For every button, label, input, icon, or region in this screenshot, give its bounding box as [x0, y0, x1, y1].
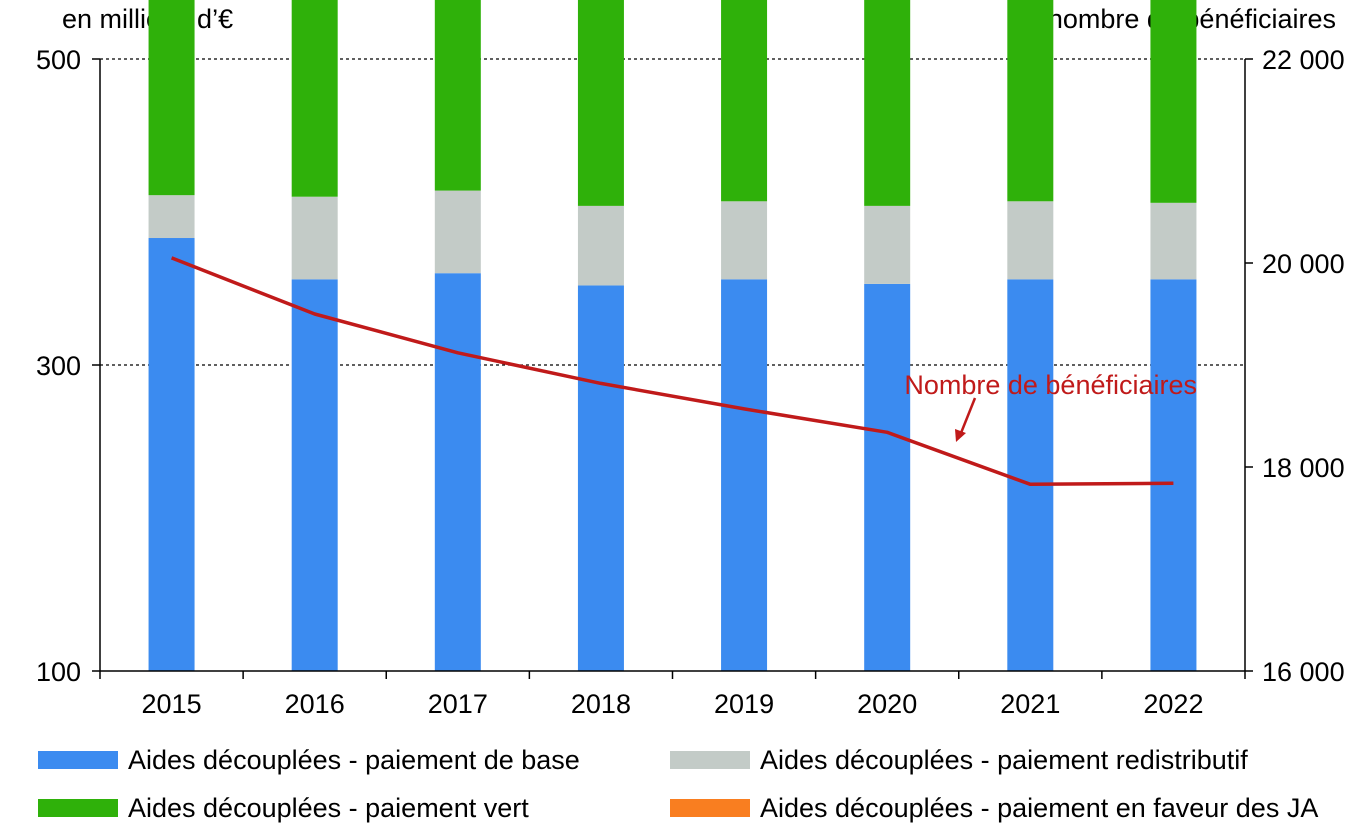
right-tick-label: 20 000 [1262, 249, 1345, 279]
legend-label-vert: Aides découplées - paiement vert [128, 792, 529, 823]
x-tick-label: 2017 [428, 689, 488, 719]
left-tick-label: 300 [36, 351, 81, 381]
bar-segment-2020-0 [864, 283, 911, 671]
legend-label-ja: Aides découplées - paiement en faveur de… [760, 792, 1319, 823]
bar-segment-2019-1 [721, 201, 768, 280]
bar-segment-2020-1 [864, 205, 911, 284]
legend-label-base: Aides découplées - paiement de base [128, 744, 580, 775]
bar-segment-2021-0 [1007, 279, 1054, 671]
right-tick-label: 18 000 [1262, 453, 1345, 483]
bar-segment-2021-1 [1007, 201, 1054, 280]
right-tick-label: 22 000 [1262, 45, 1345, 75]
x-tick-label: 2015 [142, 689, 202, 719]
legend-item-ja: Aides découplées - paiement en faveur de… [670, 788, 1318, 828]
left-axis-label: en millions d’€ [62, 4, 233, 34]
beneficiaries-line-path [170, 256, 1174, 487]
bar-segment-2019-0 [721, 279, 768, 671]
gridlines [100, 58, 1245, 366]
left-tick-label: 500 [36, 45, 81, 75]
x-tick-label: 2022 [1143, 689, 1203, 719]
bar-segment-2018-1 [577, 205, 624, 286]
bar-segment-2016-0 [291, 279, 338, 671]
x-tick-label: 2019 [714, 689, 774, 719]
x-tick-label: 2021 [1000, 689, 1060, 719]
legend-swatch-ja [670, 799, 750, 817]
bar-segment-2015-0 [148, 238, 195, 671]
legend-item-redistributif: Aides découplées - paiement redistributi… [670, 740, 1248, 780]
bars [148, 0, 1197, 671]
bar-segment-2018-2 [577, 0, 624, 206]
legend-item-base: Aides découplées - paiement de base [38, 740, 580, 780]
axes: 100 300 500 16 000 18 000 20 000 22 000 2015 201… [36, 45, 1345, 719]
bar-segment-2017-0 [434, 273, 481, 671]
bar-segment-2022-2 [1150, 0, 1197, 203]
right-tick-label: 16 000 [1262, 657, 1345, 687]
legend-swatch-redistributif [670, 751, 750, 769]
annotation-arrow [955, 397, 977, 442]
bar-segment-2020-2 [864, 0, 911, 206]
bar-segment-2019-2 [721, 0, 768, 202]
left-tick-label: 100 [36, 657, 81, 687]
beneficiaries-line [170, 256, 1174, 487]
x-tick-label: 2020 [857, 689, 917, 719]
x-tick-label: 2016 [285, 689, 345, 719]
x-tick-label: 2018 [571, 689, 631, 719]
legend: Aides découplées - paiement de base Aide… [0, 740, 1372, 829]
bar-segment-2018-0 [577, 285, 624, 671]
chart-svg: en millions d’€ nombre de bénéficiaires … [36, 0, 1345, 719]
bar-segment-2015-1 [148, 195, 195, 239]
bar-segment-2017-2 [434, 0, 481, 191]
legend-item-vert: Aides découplées - paiement vert [38, 788, 529, 828]
bar-segment-2022-0 [1150, 279, 1197, 671]
legend-swatch-base [38, 751, 118, 769]
bar-segment-2016-1 [291, 196, 338, 280]
bar-segment-2022-1 [1150, 202, 1197, 280]
bar-segment-2016-2 [291, 0, 338, 197]
bar-segment-2017-1 [434, 190, 481, 274]
legend-swatch-vert [38, 799, 118, 817]
line-annotation: Nombre de bénéficiaires [904, 370, 1197, 400]
legend-label-redistributif: Aides découplées - paiement redistributi… [760, 744, 1248, 775]
bar-segment-2021-2 [1007, 0, 1054, 202]
bar-segment-2015-2 [148, 0, 195, 196]
